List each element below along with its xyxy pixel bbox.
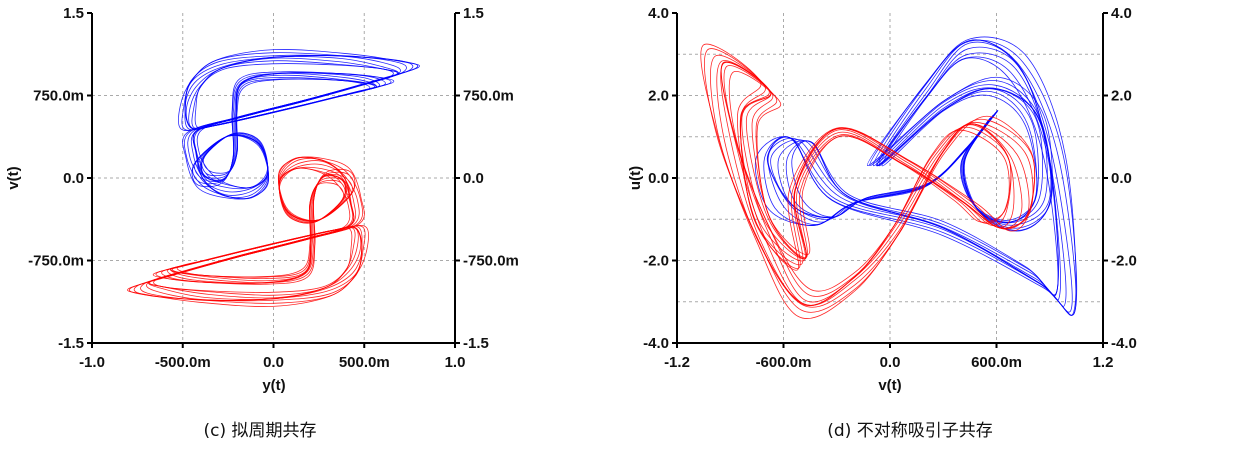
chart-panel-c: -1.0 -500.0m 0.0 500.0m 1.0 1.5 1.5 750.0m 750.0…	[5, 5, 519, 441]
trajectory-red	[720, 61, 1023, 307]
series-red	[127, 156, 370, 307]
y-axis-label: v(t)	[5, 166, 22, 189]
trajectory-blue	[184, 54, 414, 200]
trajectory-blue	[755, 36, 1077, 316]
x-tick-label: 0.0	[263, 354, 284, 371]
y-tick-label-right: -1.5	[463, 335, 489, 352]
y-tick-label-left: 1.5	[63, 5, 84, 22]
panel-caption: (d) 不对称吸引子共存	[827, 421, 992, 441]
trajectory-blue	[177, 49, 420, 200]
trajectory-blue	[767, 39, 1077, 316]
series-blue	[177, 49, 420, 200]
x-tick-label: 0.0	[880, 354, 901, 371]
trajectory-red	[127, 156, 370, 307]
trajectory-red	[133, 156, 363, 302]
panel-caption: (c) 拟周期共存	[203, 421, 316, 441]
x-tick-label: 1.0	[445, 354, 466, 371]
series-red	[700, 43, 1036, 319]
y-tick-label-right: 1.5	[463, 5, 484, 22]
y-tick-label-right: 4.0	[1111, 5, 1132, 22]
x-tick-label: -500.0m	[155, 354, 211, 371]
trajectory-red	[700, 43, 1036, 319]
x-tick-label: -1.2	[664, 354, 690, 371]
y-axis-label: u(t)	[627, 166, 644, 190]
trajectory-red	[710, 54, 1034, 308]
x-tick-label: 500.0m	[339, 354, 390, 371]
y-tick-label-left: 750.0m	[33, 88, 84, 105]
y-tick-label-right: 750.0m	[463, 88, 514, 105]
y-tick-label-left: -750.0m	[28, 253, 84, 270]
y-tick-label-right: -4.0	[1111, 335, 1137, 352]
x-axis-label: y(t)	[262, 377, 285, 394]
x-tick-label: -1.0	[79, 354, 105, 371]
y-tick-label-right: -750.0m	[463, 253, 519, 270]
y-tick-label-left: -2.0	[643, 253, 669, 270]
y-tick-label-left: 0.0	[648, 170, 669, 187]
trajectory-blue	[766, 41, 1067, 307]
trajectory-red	[128, 156, 366, 304]
y-tick-label-right: 0.0	[463, 170, 484, 187]
trajectory-red	[728, 71, 1010, 292]
y-tick-label-right: 2.0	[1111, 88, 1132, 105]
chart-panel-d: -1.2 -600.0m 0.0 600.0m 1.2 4.0 4.0 2.0 2.0 0.0 0.…	[627, 5, 1137, 441]
y-tick-label-left: -1.5	[58, 335, 84, 352]
y-tick-label-left: 0.0	[63, 170, 84, 187]
y-tick-label-left: -4.0	[643, 335, 669, 352]
trajectory-blue	[181, 52, 419, 200]
y-tick-label-right: 0.0	[1111, 170, 1132, 187]
trajectory-blue	[767, 39, 1073, 313]
x-axis-label: v(t)	[878, 377, 901, 394]
x-tick-label: -600.0m	[756, 354, 812, 371]
y-tick-label-left: 4.0	[648, 5, 669, 22]
x-tick-label: 600.0m	[971, 354, 1022, 371]
trajectory-red	[704, 48, 1036, 313]
x-tick-label: 1.2	[1093, 354, 1114, 371]
y-tick-label-right: -2.0	[1111, 253, 1137, 270]
y-tick-label-left: 2.0	[648, 88, 669, 105]
trajectory-red	[720, 61, 1012, 303]
trajectory-blue	[785, 56, 1059, 296]
series-blue	[755, 36, 1077, 316]
trajectory-red	[723, 65, 1012, 297]
